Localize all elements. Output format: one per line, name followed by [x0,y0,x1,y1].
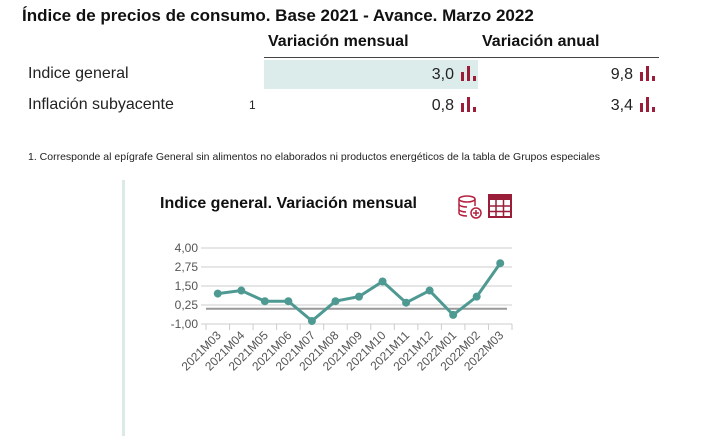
data-point [402,298,411,307]
divider [122,180,125,436]
bar-chart-icon[interactable] [639,65,657,81]
footnote: 1. Corresponde al epígrafe General sin a… [28,151,601,163]
chart-title: Indice general. Variación mensual [160,195,417,212]
row-label-indice-general[interactable]: Indice general [28,65,129,82]
y-tick-label: 4,00 [175,241,199,255]
footnote-ref: 1 [249,98,256,112]
value: 9,8 [610,66,633,83]
value-mensual-general: 3,0 [300,65,478,84]
bar-chart-icon[interactable] [639,96,657,112]
data-point [449,310,458,319]
data-point [237,286,246,295]
bar-chart-icon[interactable] [460,96,478,112]
y-tick-label: 2,75 [175,260,199,274]
data-point [307,316,316,325]
data-point [260,297,269,306]
value-anual-general: 9,8 [480,65,657,84]
value: 3,0 [431,66,454,83]
data-point [331,297,340,306]
series-line [217,262,502,323]
header-variacion-mensual: Variación mensual [264,33,482,58]
value: 3,4 [610,97,633,114]
y-tick-label: 0,25 [175,298,199,312]
value-mensual-subyacente: 0,8 [300,96,478,115]
data-point [355,292,363,301]
table-icon[interactable] [488,194,512,218]
y-tick-label: 1,50 [175,279,199,293]
y-tick-label: -1,00 [171,317,199,331]
data-point [496,259,505,268]
value: 0,8 [431,97,454,114]
data-point [472,292,481,301]
bar-chart-icon[interactable] [460,65,478,81]
add-database-icon[interactable] [456,193,484,221]
data-point [284,297,293,306]
highlight-cell [264,60,478,89]
data-point [378,277,387,286]
row-label-inflacion-subyacente[interactable]: Inflación subyacente [28,96,174,113]
header-variacion-anual: Variación anual [480,33,659,58]
data-point [425,286,434,295]
data-point [213,289,222,298]
value-anual-subyacente: 3,4 [480,96,657,115]
page-title: Índice de precios de consumo. Base 2021 … [22,6,534,25]
line-chart: 4,002,751,500,25-1,002021M032021M042021M… [171,241,513,374]
